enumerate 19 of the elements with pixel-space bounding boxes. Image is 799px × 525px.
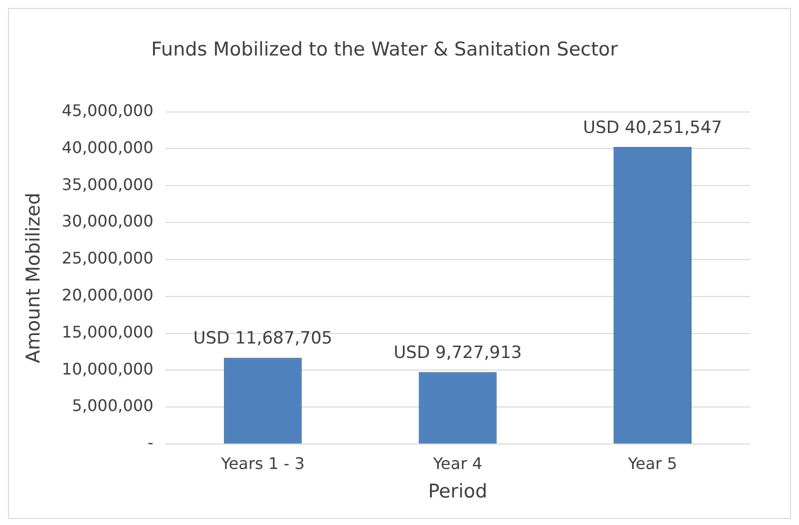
data-label: USD 11,687,705 bbox=[193, 328, 332, 349]
data-label: USD 9,727,913 bbox=[394, 343, 522, 364]
y-tick-label: 35,000,000 bbox=[62, 174, 154, 194]
data-label: USD 40,251,547 bbox=[583, 118, 722, 138]
y-axis-title: Amount Mobilized bbox=[22, 192, 44, 364]
y-tick-label: - bbox=[148, 433, 154, 452]
y-tick-label: 15,000,000 bbox=[62, 322, 154, 342]
x-tick-label: Year 5 bbox=[627, 454, 678, 473]
x-axis-title: Period bbox=[428, 480, 488, 503]
y-tick-label: 20,000,000 bbox=[62, 286, 154, 305]
y-tick-label: 40,000,000 bbox=[62, 138, 154, 157]
y-tick-label: 30,000,000 bbox=[62, 212, 154, 231]
y-tick-label: 25,000,000 bbox=[62, 248, 154, 268]
x-tick-label: Year 4 bbox=[432, 454, 482, 473]
y-tick-label: 10,000,000 bbox=[62, 359, 154, 378]
x-tick-label: Years 1 - 3 bbox=[220, 454, 305, 473]
chart-title: Funds Mobilized to the Water & Sanitation Sector bbox=[151, 38, 618, 60]
y-tick-label: 45,000,000 bbox=[62, 100, 154, 120]
y-tick-label: 5,000,000 bbox=[72, 396, 154, 416]
